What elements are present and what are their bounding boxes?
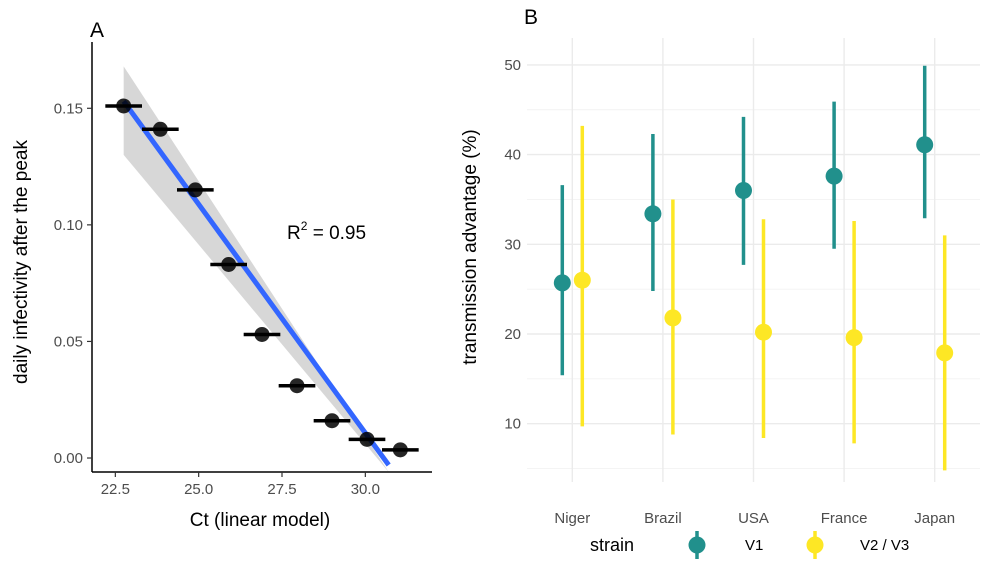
x-tick-label: France — [821, 510, 868, 527]
legend-key-point — [806, 536, 824, 554]
panel-b-x-ticks: Niger Brazil USA France Japan — [554, 510, 955, 527]
x-tick-label: 27.5 — [267, 481, 296, 498]
panel-b-series — [553, 65, 954, 471]
data-point — [392, 442, 408, 458]
panel-a: A 22.5 25.0 27.5 30.0 0.00 0.05 0.10 0.15 Ct (… — [11, 19, 432, 531]
r-squared-value: = 0.95 — [307, 223, 366, 244]
estimate-point — [845, 329, 863, 347]
y-tick-label: 30 — [504, 236, 521, 253]
x-tick-label: Brazil — [644, 510, 682, 527]
x-tick-label: USA — [738, 510, 769, 527]
r-squared-superscript: 2 — [301, 219, 308, 233]
panel-a-x-ticks: 22.5 25.0 27.5 30.0 — [101, 472, 380, 498]
panel-a-fit-line — [121, 99, 391, 467]
legend-key-v2-v3 — [806, 531, 824, 559]
panel-b-y-ticks: 10 20 30 40 50 — [504, 57, 521, 433]
data-point — [324, 413, 340, 429]
data-point — [187, 182, 203, 198]
y-tick-label: 20 — [504, 326, 521, 343]
panel-b-gridlines — [527, 38, 980, 482]
estimate-point — [735, 181, 752, 199]
panel-a-x-axis-title: Ct (linear model) — [190, 510, 330, 531]
panel-b-letter: B — [524, 6, 538, 29]
legend-label: V2 / V3 — [860, 537, 909, 554]
series-v2-v3 — [573, 125, 954, 471]
x-tick-label: Niger — [554, 510, 590, 527]
x-tick-label: 25.0 — [184, 481, 213, 498]
r-squared-text: R2 = 0.95 — [287, 219, 366, 244]
estimate-point — [553, 274, 571, 292]
data-point — [289, 378, 305, 394]
y-tick-label: 0.05 — [54, 333, 83, 350]
panel-a-letter: A — [90, 19, 104, 42]
estimate-point — [573, 271, 591, 289]
estimate-point — [936, 344, 954, 362]
regression-line — [121, 99, 391, 467]
legend-label: V1 — [745, 537, 763, 554]
panel-b: B Niger Brazil USA France Japan 10 20 30 40 50 t… — [460, 6, 980, 559]
estimate-point — [825, 167, 843, 185]
r-squared-base: R — [287, 223, 301, 244]
data-point — [359, 431, 375, 447]
y-tick-label: 50 — [504, 57, 521, 74]
data-point — [254, 326, 270, 342]
panel-a-y-ticks: 0.00 0.05 0.10 0.15 — [54, 100, 92, 467]
panel-b-legend: strain V1 V2 / V3 — [590, 531, 909, 559]
series-v1 — [553, 65, 934, 376]
y-tick-label: 0.10 — [54, 217, 83, 234]
panel-a-r-squared-annotation: R2 = 0.95 — [287, 219, 366, 244]
data-point — [152, 121, 168, 137]
panel-a-axes — [91, 42, 432, 473]
y-tick-label: 0.00 — [54, 450, 83, 467]
y-tick-label: 40 — [504, 147, 521, 164]
legend-title: strain — [590, 535, 634, 555]
panel-b-y-axis-title: transmission advantage (%) — [460, 129, 481, 365]
data-point — [116, 98, 132, 114]
estimate-point — [916, 136, 934, 154]
y-tick-label: 0.15 — [54, 100, 83, 117]
legend-key-point — [688, 536, 706, 554]
estimate-point — [644, 205, 662, 223]
estimate-point — [664, 309, 682, 327]
panel-a-y-axis-title: daily infectivity after the peak — [11, 140, 32, 384]
x-tick-label: 22.5 — [101, 481, 130, 498]
panel-a-points — [116, 98, 408, 458]
y-tick-label: 10 — [504, 416, 521, 433]
x-tick-label: Japan — [914, 510, 955, 527]
x-tick-label: 30.0 — [351, 481, 380, 498]
legend-key-v1 — [688, 531, 706, 559]
estimate-point — [755, 323, 772, 341]
data-point — [221, 256, 237, 272]
